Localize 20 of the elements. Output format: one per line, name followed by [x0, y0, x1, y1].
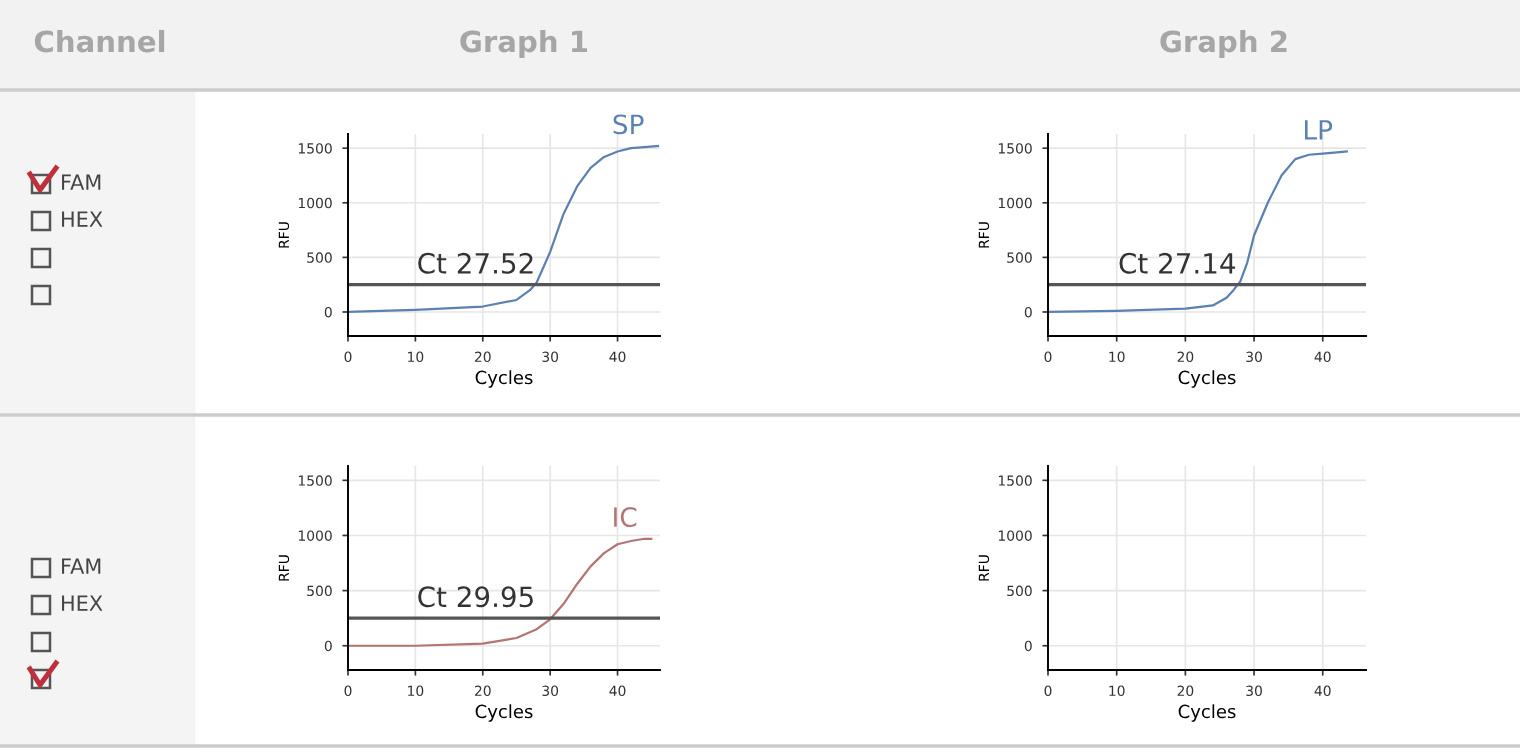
chart-title: Graph 2	[1160, 29, 1287, 59]
ref-line-label: Ct 27.52	[418, 252, 533, 274]
series-label: IC	[614, 507, 637, 528]
series-label: LP	[1305, 120, 1333, 140]
x-axis-title: Cycles	[1178, 704, 1236, 722]
x-axis-title: Cycles	[475, 704, 533, 722]
text: HEX	[62, 595, 103, 611]
series-label: SP	[613, 114, 644, 135]
line-series	[348, 144, 660, 314]
x-axis-title: Cycles	[1178, 370, 1236, 388]
text: Channel	[34, 29, 165, 53]
ref-line-label: Ct 29.95	[418, 586, 533, 608]
line-series	[348, 537, 653, 647]
line-series	[1048, 150, 1348, 314]
text: FAM	[62, 558, 101, 574]
ref-line-label: Ct 27.14	[1119, 252, 1236, 274]
x-axis-title: Cycles	[475, 370, 533, 388]
chart-title: Graph 1	[460, 29, 588, 59]
text: HEX	[62, 211, 103, 227]
text: FAM	[62, 174, 101, 190]
